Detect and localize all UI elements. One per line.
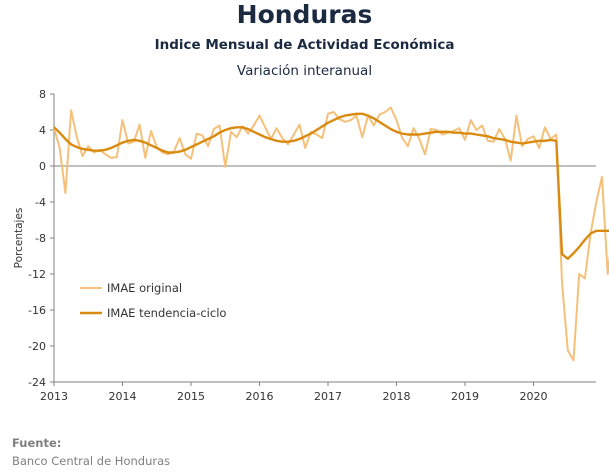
chart-subtitle: Indice Mensual de Actividad Económica <box>154 37 455 53</box>
x-tick-label: 2014 <box>109 390 137 403</box>
y-tick-label: -16 <box>28 304 46 317</box>
x-tick-label: 2018 <box>383 390 411 403</box>
y-tick-label: 0 <box>39 160 46 173</box>
x-tick-label: 2015 <box>177 390 205 403</box>
x-tick-label: 2013 <box>40 390 68 403</box>
y-tick-label: -12 <box>28 268 46 281</box>
x-tick-label: 2017 <box>314 390 342 403</box>
chart-subtitle-variation: Variación interanual <box>236 63 373 79</box>
series-line-imae-tendencia-ciclo <box>53 112 609 260</box>
y-tick-label: 4 <box>39 124 46 137</box>
y-tick-label: -20 <box>28 340 46 353</box>
y-tick-label: -4 <box>35 196 46 209</box>
source-label: Fuente: <box>12 436 62 450</box>
y-tick-label: -24 <box>28 376 46 389</box>
y-tick-label: -8 <box>35 232 46 245</box>
legend-label: IMAE original <box>107 281 182 295</box>
x-tick-label: 2019 <box>451 390 479 403</box>
series-line-imae-original <box>53 106 609 362</box>
source-text: Banco Central de Honduras <box>12 454 171 468</box>
y-axis-label: Porcentajes <box>13 208 25 269</box>
x-tick-label: 2020 <box>520 390 548 403</box>
legend-label: IMAE tendencia-ciclo <box>107 306 226 320</box>
x-tick-label: 2016 <box>246 390 274 403</box>
y-tick-label: 8 <box>39 88 46 101</box>
chart-title: Honduras <box>236 0 373 29</box>
